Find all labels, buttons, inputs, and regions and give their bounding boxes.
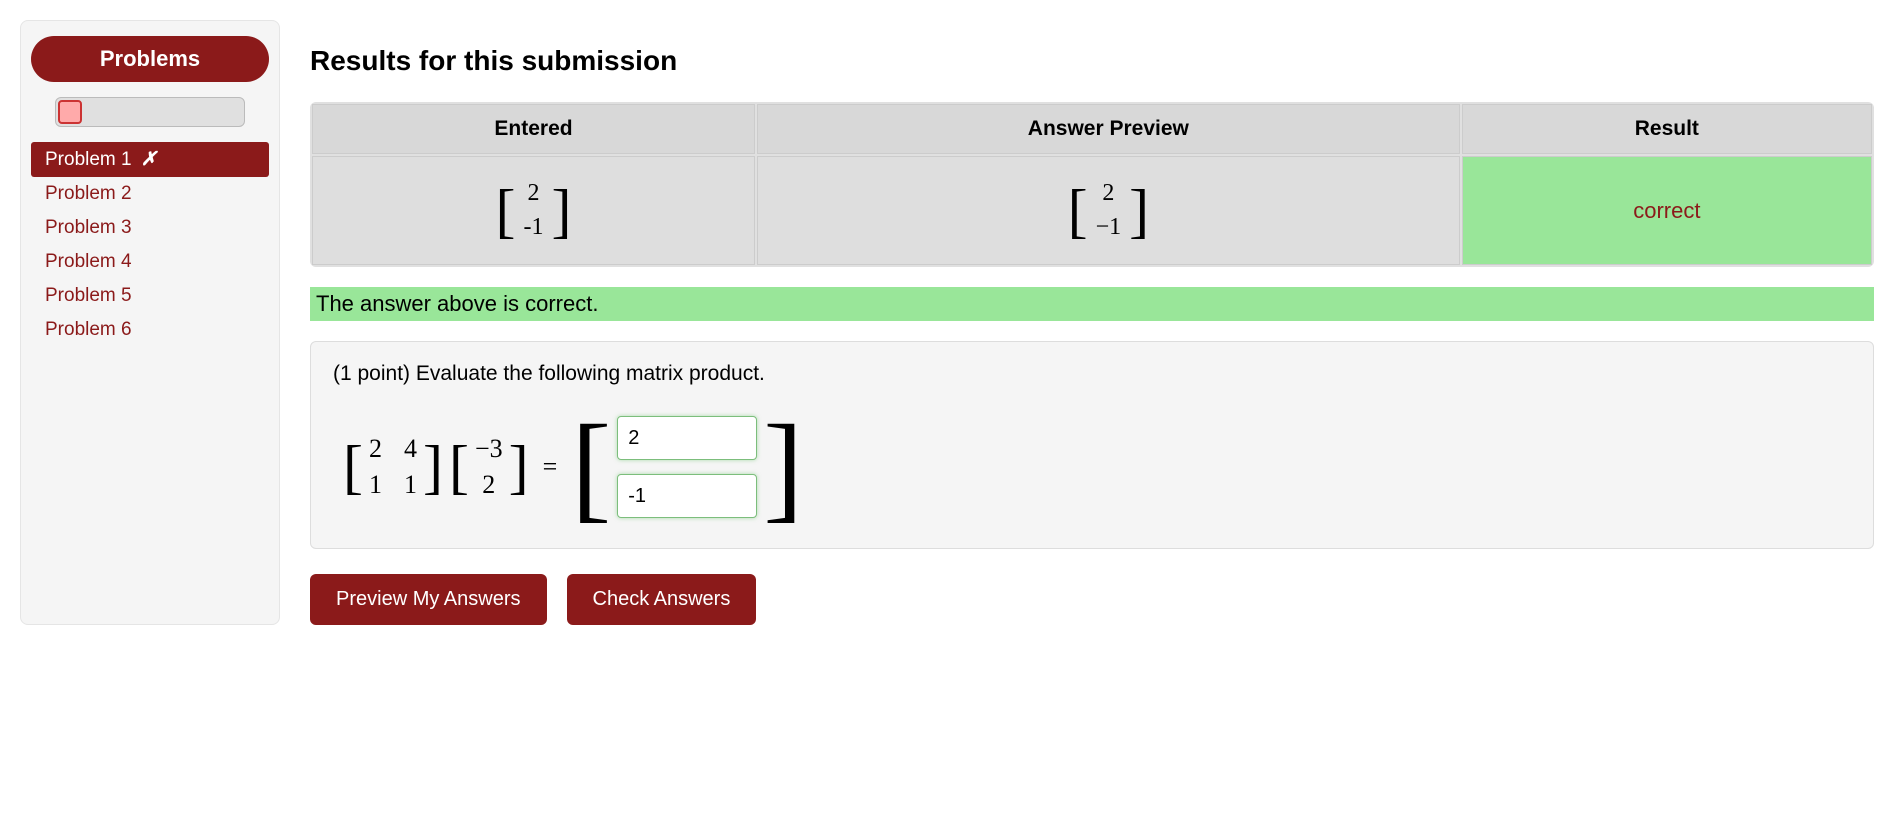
- sidebar: Problems Problem 1 ✗ Problem 2 Problem 3…: [20, 20, 280, 625]
- preview-val-0: 2: [1096, 177, 1122, 211]
- problem-item-label: Problem 5: [45, 285, 132, 306]
- problem-item-indicator: ✗: [141, 149, 157, 170]
- equation: [ 2 4 1 1 ] [ −3 2 ] = [: [343, 416, 1851, 518]
- preview-matrix: [ 2 −1 ]: [1068, 177, 1150, 244]
- sidebar-title: Problems: [31, 36, 269, 82]
- problem-item-2[interactable]: Problem 2: [31, 177, 269, 211]
- results-title: Results for this submission: [310, 45, 1874, 77]
- matrix-b: [ −3 2 ]: [449, 434, 529, 500]
- answer-matrix: [ ]: [571, 416, 803, 518]
- problem-item-1[interactable]: Problem 1 ✗: [31, 142, 269, 177]
- results-cell-preview: [ 2 −1 ]: [757, 156, 1460, 265]
- problem-item-label: Problem 3: [45, 217, 132, 238]
- entered-matrix: [ 2 -1 ]: [496, 177, 572, 244]
- bracket-left-icon: [: [496, 187, 516, 235]
- progress-fill: [58, 100, 82, 124]
- results-table: Entered Answer Preview Result [ 2 -1 ]: [310, 102, 1874, 267]
- main-content: Results for this submission Entered Answ…: [310, 20, 1874, 625]
- problem-item-label: Problem 2: [45, 183, 132, 204]
- problem-list: Problem 1 ✗ Problem 2 Problem 3 Problem …: [31, 142, 269, 347]
- results-cell-result: correct: [1462, 156, 1872, 265]
- preview-answers-button[interactable]: Preview My Answers: [310, 574, 547, 625]
- bracket-right-icon: ]: [1129, 187, 1149, 235]
- results-cell-entered: [ 2 -1 ]: [312, 156, 755, 265]
- matrix-b-00: −3: [475, 434, 503, 464]
- bracket-left-icon: [: [449, 442, 469, 493]
- bracket-right-icon: ]: [423, 442, 443, 493]
- problem-item-3[interactable]: Problem 3: [31, 211, 269, 245]
- problem-item-label: Problem 4: [45, 251, 132, 272]
- results-header-result: Result: [1462, 104, 1872, 154]
- matrix-a: [ 2 4 1 1 ]: [343, 434, 443, 500]
- answer-input-0[interactable]: [617, 416, 757, 460]
- bracket-left-icon: [: [1068, 187, 1088, 235]
- problem-item-6[interactable]: Problem 6: [31, 313, 269, 347]
- bracket-right-icon: ]: [763, 416, 803, 518]
- problem-prompt: (1 point) Evaluate the following matrix …: [333, 362, 1851, 386]
- preview-val-1: −1: [1096, 211, 1122, 245]
- problem-box: (1 point) Evaluate the following matrix …: [310, 341, 1874, 549]
- button-row: Preview My Answers Check Answers: [310, 574, 1874, 625]
- bracket-left-icon: [: [343, 442, 363, 493]
- progress-bar: [55, 97, 245, 127]
- bracket-left-icon: [: [571, 416, 611, 518]
- entered-val-0: 2: [524, 177, 544, 211]
- bracket-right-icon: ]: [509, 442, 529, 493]
- check-answers-button[interactable]: Check Answers: [567, 574, 757, 625]
- feedback-bar: The answer above is correct.: [310, 287, 1874, 321]
- answer-input-1[interactable]: [617, 474, 757, 518]
- problem-item-label: Problem 6: [45, 319, 132, 340]
- entered-val-1: -1: [524, 211, 544, 245]
- results-header-entered: Entered: [312, 104, 755, 154]
- problem-item-5[interactable]: Problem 5: [31, 279, 269, 313]
- matrix-a-01: 4: [404, 434, 417, 464]
- matrix-b-10: 2: [475, 470, 503, 500]
- results-row: [ 2 -1 ] [ 2 −1: [312, 156, 1872, 265]
- matrix-a-00: 2: [369, 434, 382, 464]
- bracket-right-icon: ]: [552, 187, 572, 235]
- problem-item-4[interactable]: Problem 4: [31, 245, 269, 279]
- problem-item-label: Problem 1: [45, 149, 132, 170]
- matrix-a-11: 1: [404, 470, 417, 500]
- results-header-preview: Answer Preview: [757, 104, 1460, 154]
- equals-sign: =: [535, 452, 566, 482]
- matrix-a-10: 1: [369, 470, 382, 500]
